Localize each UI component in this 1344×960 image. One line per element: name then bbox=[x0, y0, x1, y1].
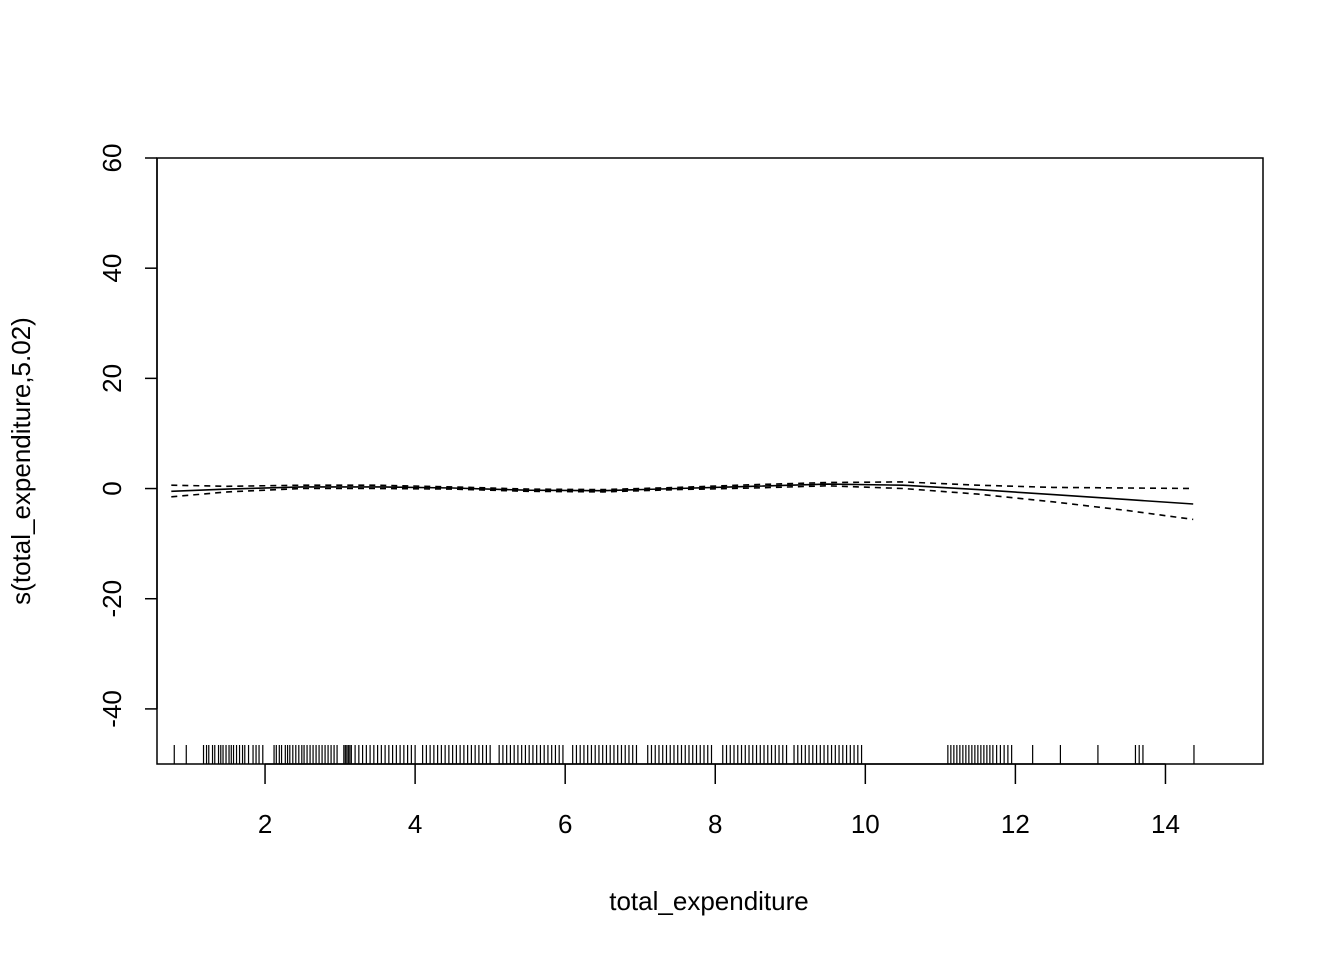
x-axis: 2 4 6 8 10 12 14 bbox=[258, 763, 1180, 839]
x-tick-label: 2 bbox=[258, 809, 272, 839]
x-tick-label: 12 bbox=[1001, 809, 1030, 839]
y-axis: -40 -20 0 20 40 60 bbox=[97, 144, 158, 728]
x-tick-label: 4 bbox=[408, 809, 422, 839]
x-tick-label: 10 bbox=[851, 809, 880, 839]
y-tick-label: -20 bbox=[97, 580, 127, 618]
rug-marks bbox=[173, 745, 1195, 764]
y-tick-label: -40 bbox=[97, 690, 127, 728]
x-tick-label: 14 bbox=[1151, 809, 1180, 839]
y-axis-title: s(total_expenditure,5.02) bbox=[6, 317, 36, 605]
series-smooth-line bbox=[171, 483, 1194, 505]
series-lower-line bbox=[171, 484, 1194, 521]
y-tick-label: 40 bbox=[97, 254, 127, 283]
series-upper-line bbox=[171, 481, 1194, 491]
x-tick-label: 8 bbox=[708, 809, 722, 839]
y-tick-label: 60 bbox=[97, 144, 127, 173]
y-tick-label: 0 bbox=[97, 481, 127, 495]
smooth-lines bbox=[171, 481, 1194, 521]
x-tick-label: 6 bbox=[558, 809, 572, 839]
x-axis-title: total_expenditure bbox=[609, 886, 808, 916]
plot-box bbox=[156, 157, 1264, 765]
y-tick-label: 20 bbox=[97, 364, 127, 393]
